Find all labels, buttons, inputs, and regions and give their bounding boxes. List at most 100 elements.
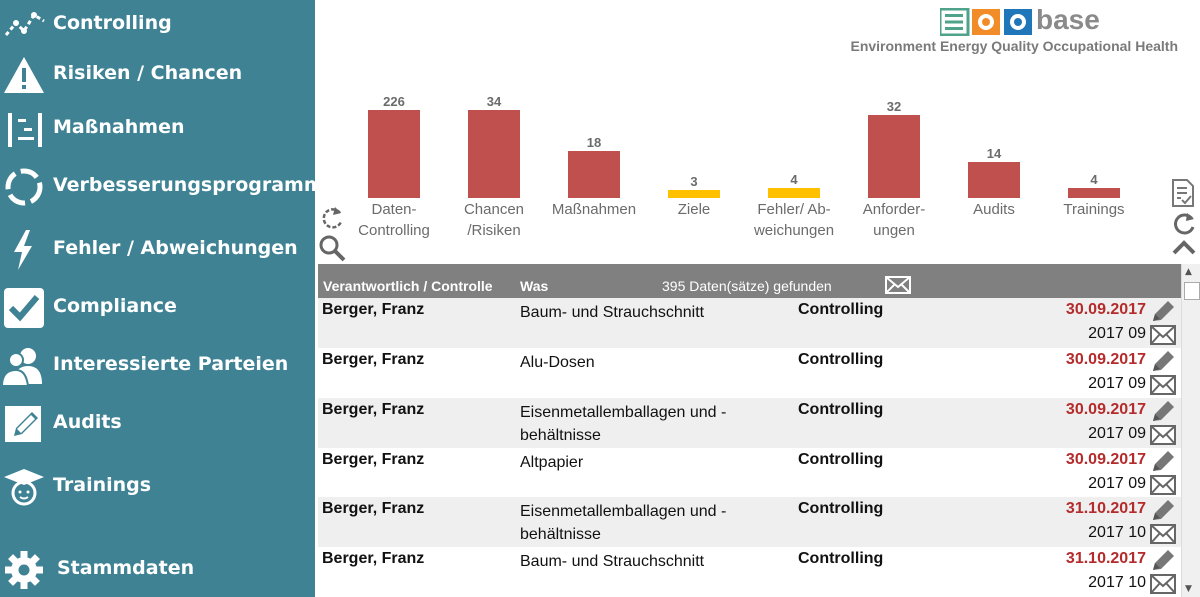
sidebar-item-controlling[interactable]: Controlling (0, 1, 315, 49)
column-header-responsible[interactable]: Verantwortlich / Controlle (323, 278, 493, 294)
scroll-up-arrow[interactable]: ▲ (1185, 267, 1192, 277)
category-label[interactable]: Ziele (677, 201, 711, 218)
sidebar-item-trainings[interactable]: Trainings (0, 463, 315, 511)
category-label[interactable]: Fehler/ Ab- weichungen (753, 201, 835, 239)
sidebar-item-interessierte-parteien[interactable]: Interessierte Parteien (0, 342, 315, 390)
chart-bar[interactable] (968, 162, 1020, 198)
sidebar-item-risiken[interactable]: Risiken / Chancen (0, 51, 315, 99)
type-cell: Controlling (798, 351, 884, 368)
sidebar-item-fehler[interactable]: Fehler / Abweichungen (0, 226, 315, 274)
sidebar-item-label: Stammdaten (57, 557, 195, 579)
chart-bar[interactable] (1068, 188, 1120, 198)
sidebar-item-verbesserungsprogramm[interactable]: Verbesserungsprogramm (0, 163, 324, 211)
edit-pencil-icon[interactable] (1150, 300, 1176, 324)
reload-icon[interactable] (1171, 211, 1197, 237)
period-cell: 2017 10 (1088, 574, 1146, 591)
due-date-cell: 30.09.2017 (1065, 301, 1146, 318)
sidebar-item-audits[interactable]: Audits (0, 400, 315, 448)
sidebar-item-stammdaten[interactable]: Stammdaten (0, 546, 315, 594)
chart-bar[interactable] (668, 190, 720, 198)
logo-text: base (1036, 4, 1100, 35)
category-label[interactable]: Daten- Controlling (358, 201, 430, 239)
graduate-icon (4, 469, 44, 506)
edit-pencil-icon[interactable] (1150, 350, 1176, 374)
type-cell: Controlling (798, 401, 884, 418)
what-cell: Altpapier (520, 454, 584, 471)
sidebar-item-massnahmen[interactable]: Maßnahmen (0, 105, 315, 153)
sidebar-item-label: Interessierte Parteien (53, 353, 289, 375)
category-label[interactable]: Audits (973, 201, 1015, 218)
chart-line-icon (4, 12, 45, 36)
checklist-doc-icon[interactable] (1171, 178, 1195, 208)
page-subtitle: Environment Energy Quality Occupational … (850, 38, 1178, 54)
eqo-logo: base (938, 4, 1112, 40)
chart-bar[interactable] (568, 151, 620, 198)
result-count: 395 Daten(sätze) gefunden (662, 278, 832, 294)
column-header-what[interactable]: Was (520, 278, 549, 294)
edit-pencil-icon[interactable] (1150, 450, 1176, 474)
chevron-up-icon[interactable] (1171, 238, 1197, 256)
period-cell: 2017 09 (1088, 475, 1146, 492)
bar-value-label: 4 (790, 172, 798, 187)
bar-value-label: 18 (586, 135, 602, 150)
table-scrollbar[interactable]: ▲ ▼ (1181, 264, 1200, 597)
sidebar-item-compliance[interactable]: Compliance (0, 284, 315, 332)
edit-pencil-icon[interactable] (1150, 549, 1176, 573)
search-icon[interactable] (318, 234, 346, 262)
scroll-down-arrow[interactable]: ▼ (1185, 584, 1192, 594)
sidebar-item-label: Trainings (53, 474, 152, 496)
table-row[interactable]: Berger, Franz Eisenmetallemballagen und -… (318, 398, 1181, 448)
mail-icon[interactable] (1150, 475, 1176, 495)
category-label[interactable]: Chancen /Risiken (463, 201, 525, 239)
edit-pencil-icon[interactable] (1150, 499, 1176, 523)
period-cell: 2017 09 (1088, 375, 1146, 392)
sidebar-item-label: Audits (53, 411, 122, 433)
mail-icon[interactable] (1150, 375, 1176, 395)
period-cell: 2017 09 (1088, 325, 1146, 342)
bar-value-label: 3 (690, 174, 698, 189)
sidebar-item-label: Controlling (53, 12, 172, 34)
responsible-cell: Berger, Franz (322, 351, 425, 368)
bar-value-label: 14 (986, 146, 1002, 161)
chart-bar[interactable] (468, 110, 520, 198)
mail-icon[interactable] (1150, 524, 1176, 544)
edit-pencil-icon[interactable] (1150, 400, 1176, 424)
due-date-cell: 30.09.2017 (1065, 451, 1146, 468)
category-label[interactable]: Anforder- ungen (862, 201, 926, 239)
sidebar: Controlling Risiken / Chancen Maßnahmen … (0, 0, 324, 597)
sidebar-item-label: Verbesserungsprogramm (53, 174, 324, 196)
what-cell: Baum- und Strauchschnitt (520, 304, 705, 321)
sidebar-item-label: Risiken / Chancen (53, 62, 243, 84)
mail-icon[interactable] (1150, 325, 1176, 345)
cycle-icon (5, 168, 43, 206)
category-label[interactable]: Trainings (1063, 201, 1125, 218)
table-row[interactable]: Berger, Franz Altpapier Controlling 30.09.2… (318, 448, 1181, 498)
scrollbar-thumb[interactable] (1184, 282, 1200, 300)
type-cell: Controlling (798, 451, 884, 468)
due-date-cell: 30.09.2017 (1065, 351, 1146, 368)
mail-icon[interactable] (1150, 425, 1176, 445)
table-row[interactable]: Berger, Franz Alu-Dosen Controlling 30.09.2… (318, 348, 1181, 398)
table-row[interactable]: Berger, Franz Baum- und Strauchschnitt Con… (318, 547, 1181, 597)
bar-value-label: 226 (383, 94, 405, 109)
period-cell: 2017 09 (1088, 425, 1146, 442)
chart-bar[interactable] (868, 115, 920, 198)
type-cell: Controlling (798, 550, 884, 567)
chart-bar[interactable] (368, 110, 420, 198)
checkbox-icon (4, 288, 44, 328)
chart-bar[interactable] (768, 188, 820, 198)
what-cell: Eisenmetallemballagen und - behältnisse (520, 404, 727, 444)
refresh-icon[interactable] (318, 205, 346, 231)
due-date-cell: 31.10.2017 (1065, 550, 1146, 567)
due-date-cell: 30.09.2017 (1065, 401, 1146, 418)
table-row[interactable]: Berger, Franz Baum- und Strauchschnitt Con… (318, 298, 1181, 348)
mail-all-icon[interactable] (885, 276, 911, 294)
category-label[interactable]: Maßnahmen (551, 201, 637, 218)
table-row[interactable]: Berger, Franz Eisenmetallemballagen und -… (318, 497, 1181, 547)
period-cell: 2017 10 (1088, 524, 1146, 541)
sidebar-item-label: Maßnahmen (53, 116, 185, 138)
due-date-cell: 31.10.2017 (1065, 500, 1146, 517)
mail-icon[interactable] (1150, 574, 1176, 594)
pencil-doc-icon (5, 406, 41, 442)
what-cell: Alu-Dosen (520, 354, 595, 371)
